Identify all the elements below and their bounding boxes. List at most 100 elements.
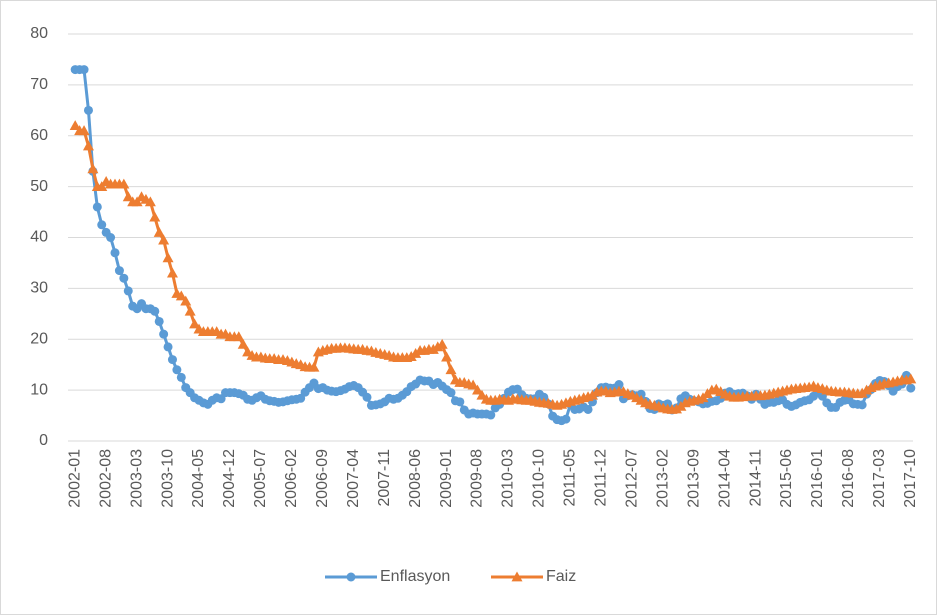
data-point — [153, 226, 165, 237]
x-tick-label: 2006-09 — [314, 449, 331, 508]
data-point — [167, 355, 177, 365]
data-point — [97, 220, 107, 230]
data-point — [106, 233, 116, 242]
legend-label: Enflasyon — [380, 568, 450, 585]
data-point — [79, 65, 89, 75]
data-point — [131, 196, 143, 207]
data-point — [561, 414, 571, 424]
data-point — [83, 105, 93, 115]
x-tick-label: 2011-05 — [562, 449, 579, 507]
data-point — [308, 361, 320, 372]
y-tick-label: 10 — [30, 381, 48, 398]
data-point — [176, 372, 186, 382]
x-tick-label: 2010-03 — [500, 449, 517, 508]
x-tick-label: 2012-07 — [623, 449, 640, 508]
y-tick-label: 0 — [39, 432, 48, 449]
data-point — [159, 329, 169, 339]
data-point — [861, 384, 873, 395]
data-point — [906, 383, 916, 393]
data-point — [446, 388, 456, 398]
x-tick-label: 2009-08 — [469, 449, 486, 508]
data-point — [857, 400, 867, 410]
x-tick-label: 2005-07 — [252, 449, 269, 508]
data-point — [233, 331, 245, 342]
x-tick-label: 2003-03 — [128, 449, 145, 508]
data-point — [162, 252, 174, 263]
y-tick-label: 40 — [30, 229, 48, 246]
y-tick-label: 50 — [30, 178, 48, 195]
x-tick-label: 2006-02 — [283, 449, 300, 508]
data-point — [166, 267, 178, 278]
data-point — [539, 392, 549, 402]
data-point — [441, 351, 453, 362]
data-point — [118, 178, 130, 189]
x-tick-label: 2007-11 — [376, 449, 393, 507]
x-tick-label: 2016-08 — [840, 449, 857, 508]
data-point — [362, 392, 372, 402]
data-point — [150, 306, 160, 316]
data-point — [436, 338, 448, 349]
data-point — [432, 341, 444, 352]
x-tick-label: 2017-10 — [902, 449, 919, 508]
data-point — [472, 384, 484, 395]
y-tick-label: 70 — [30, 76, 48, 93]
data-point — [445, 364, 457, 375]
data-point — [184, 305, 196, 316]
data-point — [154, 316, 164, 326]
data-point — [583, 404, 593, 414]
data-point — [455, 397, 465, 407]
y-tick-label: 30 — [30, 280, 48, 297]
data-point — [92, 202, 102, 212]
data-point — [96, 181, 108, 192]
data-point — [149, 211, 161, 222]
x-tick-label: 2010-10 — [531, 449, 548, 508]
data-point — [123, 286, 133, 296]
x-tick-label: 2017-03 — [871, 449, 888, 508]
x-tick-label: 2013-09 — [685, 449, 702, 508]
x-tick-label: 2016-01 — [809, 449, 826, 508]
x-tick-label: 2002-08 — [97, 449, 114, 508]
y-tick-label: 20 — [30, 330, 48, 347]
x-tick-label: 2015-06 — [778, 449, 795, 508]
x-tick-label: 2011-12 — [593, 449, 610, 507]
y-tick-label: 80 — [30, 25, 48, 42]
data-point — [110, 248, 120, 258]
x-tick-label: 2004-05 — [190, 449, 207, 508]
data-point — [163, 342, 173, 352]
y-tick-label: 60 — [30, 127, 48, 144]
x-tick-label: 2002-01 — [66, 449, 83, 508]
x-tick-label: 2014-04 — [716, 449, 733, 508]
data-point — [87, 163, 99, 174]
data-point — [180, 295, 192, 306]
data-point — [78, 125, 90, 136]
legend-marker — [346, 572, 356, 582]
data-point — [144, 196, 156, 207]
legend-label: Faiz — [546, 568, 576, 585]
data-point — [119, 273, 129, 283]
data-point — [427, 343, 439, 354]
data-point — [69, 120, 81, 130]
legend-marker — [511, 571, 523, 582]
x-tick-label: 2004-12 — [221, 449, 238, 508]
data-point — [172, 365, 182, 375]
data-point — [122, 191, 134, 202]
x-tick-label: 2008-06 — [407, 449, 424, 508]
data-point — [189, 318, 201, 329]
data-point — [670, 403, 682, 414]
data-point — [614, 380, 624, 390]
x-tick-label: 2013-02 — [654, 449, 671, 508]
data-point — [82, 140, 94, 151]
data-point — [486, 410, 496, 420]
data-point — [467, 379, 479, 390]
data-point — [158, 234, 170, 245]
data-point — [905, 373, 917, 384]
data-point — [175, 290, 187, 301]
x-tick-label: 2007-04 — [345, 449, 362, 508]
data-point — [237, 338, 249, 349]
data-point — [114, 266, 124, 276]
x-tick-label: 2009-01 — [438, 449, 455, 508]
x-tick-label: 2003-10 — [159, 449, 176, 508]
x-tick-label: 2014-11 — [747, 449, 764, 507]
